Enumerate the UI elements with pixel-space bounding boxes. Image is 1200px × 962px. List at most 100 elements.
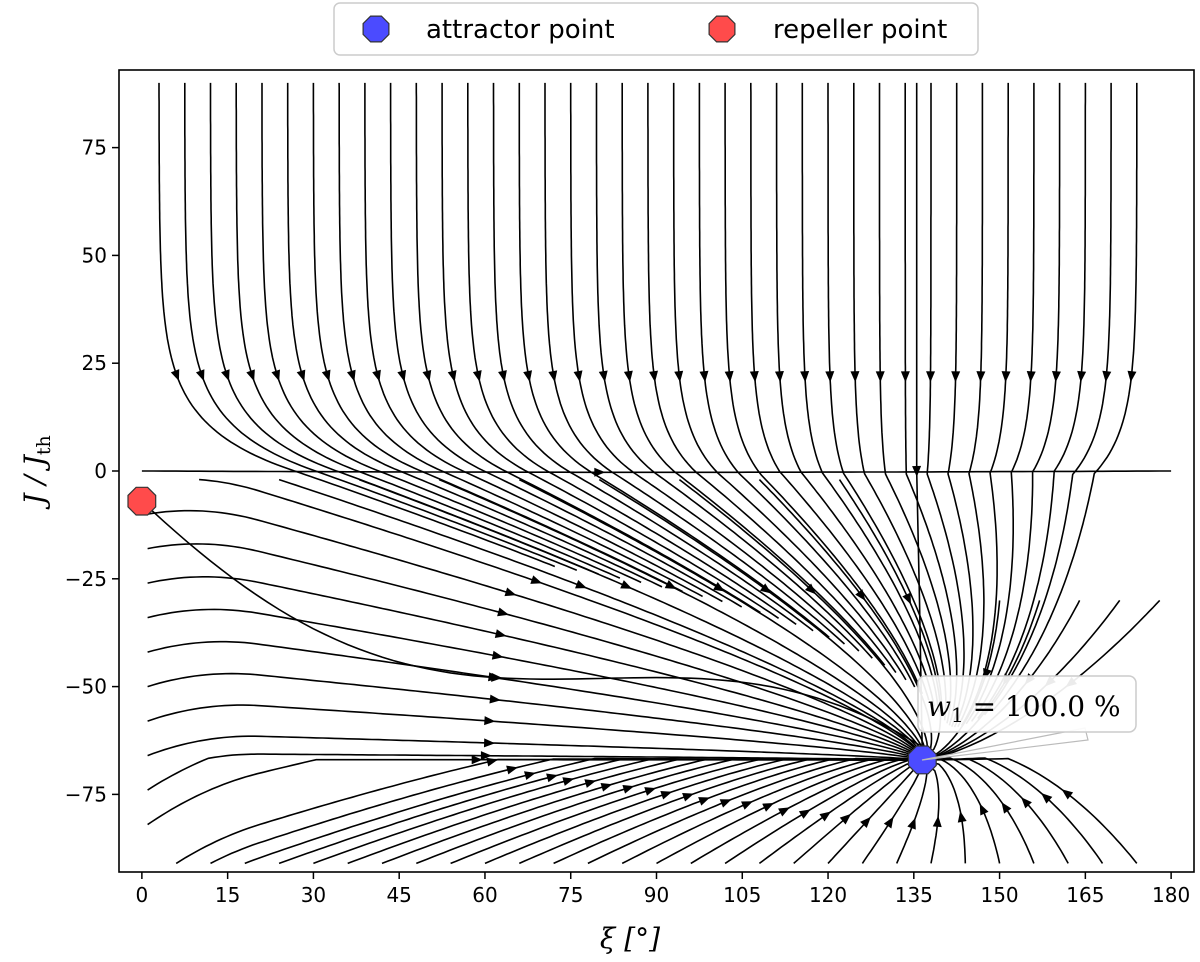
x-tick-label: 180 (1152, 883, 1190, 907)
streamline (827, 82, 943, 717)
stream-arrow (674, 370, 684, 383)
stream-arrow (900, 371, 910, 383)
streamline (793, 759, 923, 865)
streamline (147, 758, 923, 826)
y-tick-label: 75 (82, 136, 107, 160)
streamline (922, 757, 1104, 864)
x-axis: 0 15 30 45 60 75 90 105 120 135 150 165 180 (136, 872, 1190, 907)
stream-arrow (372, 369, 381, 382)
streamline (158, 82, 556, 568)
repeller-point-marker (127, 486, 157, 516)
stream-arrow (698, 797, 711, 806)
stream-arrow (598, 370, 608, 383)
stream-arrow (506, 765, 518, 775)
stream-arrow (447, 370, 457, 382)
streamline (147, 753, 923, 791)
streamline (438, 478, 924, 761)
stream-arrow (825, 371, 835, 383)
stream-arrow (850, 371, 860, 383)
streamline (544, 82, 846, 645)
streamline (922, 759, 967, 864)
streamline (853, 82, 947, 721)
annotation-subscript: 1 (951, 703, 964, 727)
streamline (278, 758, 923, 865)
streamline (492, 82, 814, 632)
streamline (261, 82, 642, 584)
stream-arrow (875, 371, 885, 383)
stream-arrow (759, 583, 772, 594)
streamline (904, 82, 958, 726)
stream-arrow (855, 589, 866, 601)
streamline (147, 672, 923, 761)
legend-item-attractor: attractor point (362, 15, 615, 45)
legend: attractor point repeller point (333, 2, 979, 56)
streamline (947, 82, 974, 728)
y-axis: −75 −50 −25 0 25 50 75 (65, 136, 119, 806)
stream-arrow (907, 817, 916, 830)
annotation-arrow (921, 727, 1089, 761)
stream-arrow (1051, 370, 1061, 383)
streamline (750, 82, 930, 701)
annotation: w1 = 100.0 % (917, 675, 1137, 761)
streamline (278, 478, 924, 761)
stream-arrow (1061, 789, 1074, 800)
y-tick-label: −50 (65, 675, 107, 699)
stream-arrow (1127, 370, 1137, 383)
streamline (147, 576, 923, 761)
stream-arrow (774, 370, 784, 383)
y-tick-label: 50 (82, 243, 107, 267)
stream-arrow (471, 755, 483, 765)
stream-arrow (480, 751, 492, 761)
x-tick-label: 75 (558, 883, 583, 907)
stream-arrow (546, 773, 558, 783)
legend-marker-repeller (708, 15, 736, 43)
streamlines (141, 82, 1172, 865)
streamline (147, 543, 923, 761)
streamline (141, 500, 920, 746)
stream-arrow (498, 370, 507, 382)
stream-arrow (1021, 797, 1032, 809)
x-tick-label: 60 (472, 883, 497, 907)
stream-arrow (1041, 793, 1053, 804)
stream-arrow (644, 787, 657, 796)
stream-arrow (530, 575, 543, 584)
stream-arrow (1026, 371, 1036, 383)
stream-arrow (804, 583, 817, 595)
legend-label-attractor: attractor point (426, 15, 615, 45)
y-label-sub: th (33, 435, 55, 455)
streamline (553, 759, 923, 865)
stream-arrow (623, 370, 633, 383)
streamline (235, 82, 621, 579)
stream-arrow (562, 777, 575, 786)
legend-box (333, 2, 979, 56)
y-tick-label: −25 (65, 567, 107, 591)
stream-arrow (713, 581, 725, 592)
y-axis-label-text: J / Jth (18, 435, 55, 510)
streamline (338, 82, 703, 598)
stream-arrow (422, 369, 432, 382)
stream-arrow (573, 370, 583, 383)
streamline (656, 758, 923, 865)
streamline (467, 82, 797, 626)
stream-arrow (271, 369, 281, 382)
stream-arrow (600, 782, 613, 792)
stream-arrow (798, 809, 811, 819)
x-axis-label: ξ [°] (600, 922, 660, 955)
stream-arrow (800, 371, 810, 383)
stream-arrow (472, 370, 482, 382)
stream-arrow (346, 369, 356, 382)
stream-arrow (749, 370, 759, 383)
x-tick-label: 135 (895, 883, 933, 907)
streamline (983, 82, 1112, 716)
stream-arrow (860, 816, 871, 829)
streamline (358, 478, 924, 761)
stream-arrow (778, 807, 790, 817)
streamline (690, 758, 923, 865)
annotation-value: = 100.0 % (964, 690, 1121, 723)
streamline (141, 470, 1172, 474)
annotation-box (917, 675, 1137, 733)
stream-arrow (594, 467, 606, 477)
streamline (518, 478, 924, 760)
streamline (441, 82, 780, 619)
stream-arrow (1001, 371, 1011, 383)
